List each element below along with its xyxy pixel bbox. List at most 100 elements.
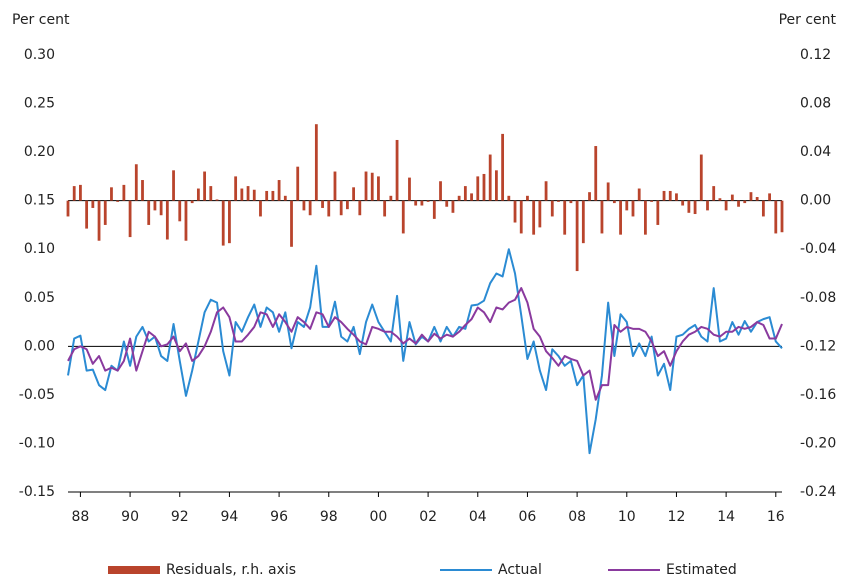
residual-bar bbox=[190, 200, 194, 204]
residual-bar bbox=[631, 200, 635, 217]
residual-bar bbox=[221, 200, 225, 246]
residual-bar bbox=[283, 195, 287, 201]
residual-bar bbox=[159, 200, 163, 216]
residual-bar bbox=[612, 200, 616, 204]
residual-bar bbox=[308, 200, 312, 216]
residual-bar bbox=[72, 186, 76, 201]
residual-bar bbox=[352, 187, 355, 201]
residual-bar bbox=[408, 177, 411, 201]
residual-bar bbox=[675, 193, 678, 201]
y-tick-label: 0.15 bbox=[24, 193, 55, 209]
residual-bar bbox=[290, 200, 293, 247]
residual-bar bbox=[544, 181, 548, 201]
residual-bar bbox=[526, 195, 529, 201]
residual-bar bbox=[569, 200, 573, 204]
residual-bar bbox=[333, 171, 337, 201]
residual-bar bbox=[153, 200, 157, 211]
legend-swatch bbox=[108, 566, 160, 574]
x-tick-label: 94 bbox=[221, 509, 239, 525]
residual-bar bbox=[377, 176, 380, 201]
residual-bar bbox=[532, 200, 536, 235]
residual-bar bbox=[240, 188, 244, 201]
x-tick-label: 96 bbox=[270, 509, 288, 525]
x-tick-label: 90 bbox=[121, 509, 139, 525]
residual-bar bbox=[495, 170, 498, 201]
residual-bar bbox=[563, 200, 567, 235]
x-tick-label: 00 bbox=[370, 509, 388, 525]
residual-bar bbox=[501, 133, 505, 201]
residual-bar bbox=[644, 200, 647, 235]
residual-bar bbox=[395, 139, 399, 201]
residual-bar bbox=[203, 171, 206, 201]
residual-bar bbox=[79, 184, 82, 201]
residual-bar bbox=[147, 200, 151, 225]
y2-tick-label: -0.04 bbox=[800, 241, 836, 257]
residual-bar bbox=[706, 200, 709, 211]
residual-bar bbox=[445, 200, 449, 207]
residual-bar bbox=[364, 171, 368, 201]
residual-bar bbox=[439, 181, 442, 201]
y2-tick-label: 0.04 bbox=[800, 144, 831, 160]
residual-bar bbox=[234, 176, 238, 201]
residual-bar bbox=[432, 200, 436, 219]
residual-bar bbox=[426, 200, 430, 202]
y2-axis-label: Per cent bbox=[779, 12, 837, 28]
x-tick-label: 12 bbox=[668, 509, 686, 525]
residual-bar bbox=[588, 192, 591, 201]
residual-bar bbox=[339, 200, 343, 216]
residual-bar bbox=[66, 200, 70, 217]
y-tick-label: 0.10 bbox=[24, 241, 55, 257]
y-tick-label: 0.05 bbox=[24, 290, 55, 306]
residual-bar bbox=[246, 186, 250, 201]
y2-tick-label: -0.20 bbox=[800, 435, 836, 451]
residual-bar bbox=[358, 200, 362, 216]
residual-bar bbox=[693, 200, 697, 215]
residual-bar bbox=[110, 187, 113, 201]
x-tick-label: 04 bbox=[469, 509, 487, 525]
residual-bar bbox=[451, 200, 455, 213]
residual-bar bbox=[414, 200, 418, 206]
residual-bar bbox=[327, 200, 331, 217]
residual-bar bbox=[774, 200, 778, 234]
residual-bar bbox=[681, 200, 685, 206]
residual-bar bbox=[184, 200, 188, 241]
residual-bar bbox=[761, 200, 765, 217]
residual-bar bbox=[768, 193, 771, 201]
residual-bar bbox=[513, 200, 517, 223]
residual-bar bbox=[370, 172, 374, 201]
residual-bar bbox=[457, 195, 461, 201]
residual-bar bbox=[401, 200, 405, 234]
residual-bar bbox=[463, 186, 467, 201]
residual-bar bbox=[420, 200, 424, 206]
residual-bar bbox=[668, 190, 672, 201]
residual-bar bbox=[519, 200, 523, 234]
residual-bar bbox=[581, 200, 585, 244]
y-tick-label: -0.10 bbox=[19, 435, 55, 451]
y-tick-label: 0.20 bbox=[24, 144, 55, 160]
residual-bar bbox=[662, 190, 666, 201]
x-tick-label: 10 bbox=[618, 509, 636, 525]
y2-tick-label: -0.16 bbox=[800, 387, 836, 403]
residual-bar bbox=[600, 200, 604, 234]
y-tick-label: -0.05 bbox=[19, 387, 55, 403]
residual-bar bbox=[724, 200, 728, 211]
y-tick-label: 0.00 bbox=[24, 338, 55, 354]
residual-bar bbox=[557, 200, 560, 202]
residual-bar bbox=[650, 200, 654, 202]
residual-bar bbox=[302, 200, 306, 211]
residual-bar bbox=[749, 192, 753, 201]
y-tick-label: 0.25 bbox=[24, 96, 55, 112]
residual-bar bbox=[271, 190, 275, 201]
residual-bar bbox=[116, 200, 120, 202]
series-line bbox=[67, 287, 783, 401]
residual-bar bbox=[718, 198, 722, 201]
residual-bar bbox=[389, 195, 393, 201]
residual-bar bbox=[507, 195, 511, 201]
residual-bar bbox=[165, 200, 169, 240]
residual-bar bbox=[619, 200, 622, 235]
residual-bar bbox=[656, 200, 660, 225]
residual-bar bbox=[85, 200, 89, 229]
residual-bar bbox=[470, 193, 473, 201]
residual-bar bbox=[637, 188, 641, 201]
